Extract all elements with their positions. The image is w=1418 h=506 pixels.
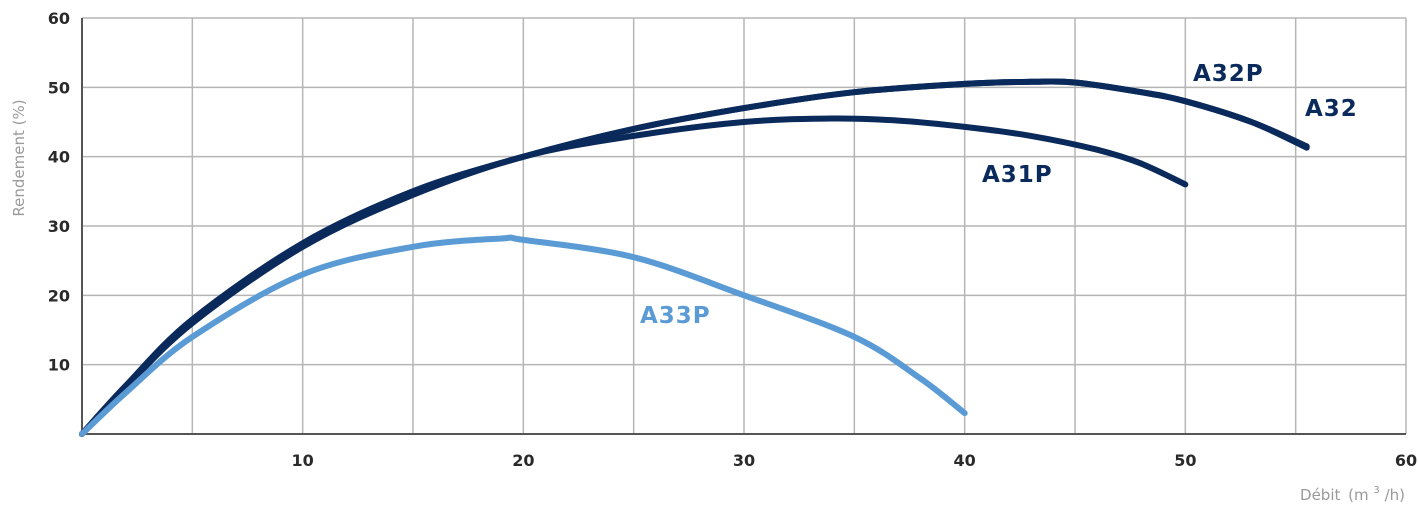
x-axis-title-unit-sup: 3 [1373, 485, 1379, 496]
series-labels: A32P A32 A31P A33P [640, 61, 1358, 329]
y-tick-label: 60 [48, 9, 70, 28]
x-tick-label: 60 [1395, 451, 1417, 470]
x-tick-label: 30 [733, 451, 755, 470]
series-line-a32 [79, 78, 1310, 437]
x-axis-title-main: Débit [1300, 486, 1340, 504]
series-line-a33p [79, 234, 968, 437]
series-label-a31p: A31P [982, 162, 1053, 188]
series-label-a32p: A32P [1193, 61, 1264, 87]
series-label-a32: A32 [1305, 96, 1358, 122]
x-tick-label: 50 [1174, 451, 1196, 470]
y-tick-label: 40 [48, 148, 70, 167]
y-tick-label: 30 [48, 217, 70, 236]
x-tick-label: 20 [512, 451, 534, 470]
x-axis-title-unit-open: (m [1348, 486, 1368, 504]
y-tick-label: 20 [48, 286, 70, 305]
x-axis-title-unit-close: /h) [1385, 486, 1405, 504]
y-tick-label: 50 [48, 78, 70, 97]
series-label-a33p: A33P [640, 303, 711, 329]
tick-labels: 10 20 30 40 50 60 10 20 30 40 50 60 [48, 9, 1417, 470]
y-tick-label: 10 [48, 356, 70, 375]
x-axis-title: Débit (m 3 /h) [1300, 479, 1405, 504]
series-line-a31p [79, 115, 1189, 437]
series-lines [79, 78, 1310, 437]
axes [81, 18, 1406, 435]
x-tick-label: 10 [292, 451, 314, 470]
x-tick-label: 40 [954, 451, 976, 470]
series-line-a32p [79, 78, 1310, 437]
y-axis-title: Rendement (%) [10, 99, 28, 216]
